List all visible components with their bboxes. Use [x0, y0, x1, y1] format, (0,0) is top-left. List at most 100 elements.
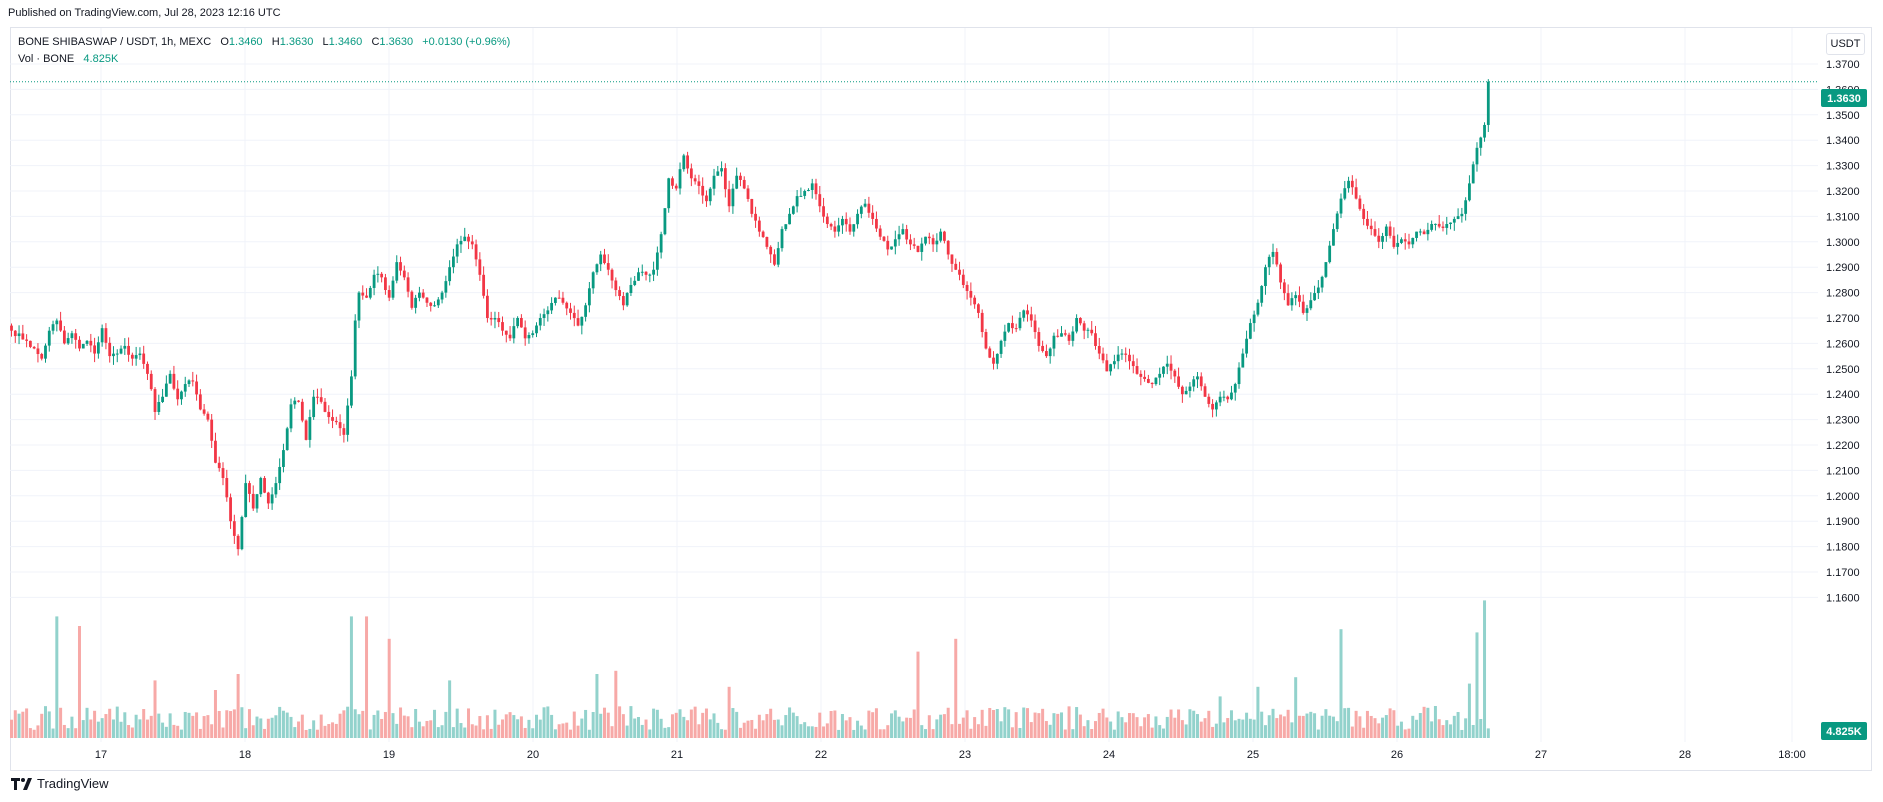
volume-bar	[965, 710, 969, 738]
volume-bar	[206, 715, 210, 738]
candle-body	[1354, 187, 1358, 199]
volume-bar	[738, 727, 742, 738]
candle-body	[1048, 348, 1052, 357]
candle-body	[1468, 183, 1471, 201]
volume-bar	[1252, 719, 1256, 738]
volume-bar	[32, 729, 36, 738]
volume-bar	[108, 708, 112, 738]
volume-bar	[179, 729, 183, 738]
volume-bar	[1007, 709, 1011, 738]
volume-bar	[187, 712, 191, 738]
candle-body	[1207, 396, 1211, 404]
volume-bar	[803, 722, 807, 738]
volume-bar	[840, 714, 844, 738]
volume-bar	[924, 729, 928, 738]
volume-bar	[1403, 729, 1407, 738]
volume-bar	[372, 714, 376, 738]
volume-bar	[697, 724, 701, 738]
candle-body	[1192, 379, 1196, 387]
candle-body	[810, 183, 814, 190]
volume-bar	[149, 715, 153, 738]
volume-bar	[508, 712, 512, 738]
tradingview-logo[interactable]: TradingView	[11, 776, 109, 791]
candle-body	[1373, 229, 1377, 236]
volume-bar	[1347, 707, 1351, 738]
candle-body	[1422, 231, 1426, 235]
candle-body	[89, 340, 93, 346]
volume-bar	[1354, 710, 1358, 738]
volume-bar	[727, 686, 731, 738]
volume-bar	[818, 712, 822, 738]
candle-body	[1014, 328, 1018, 330]
candle-body	[240, 517, 244, 550]
time-tick-label: 25	[1247, 749, 1259, 761]
volume-bar	[429, 720, 433, 738]
candle-body	[217, 462, 221, 469]
volume-bar	[1180, 720, 1184, 738]
volume-bar	[1226, 718, 1230, 738]
volume-bar	[512, 715, 516, 738]
candle-body	[542, 314, 546, 318]
volume-bar	[1060, 712, 1064, 738]
candle-body	[81, 343, 85, 349]
volume-bar	[425, 720, 429, 738]
candle-body	[1184, 390, 1188, 395]
low-value: 1.3460	[328, 36, 363, 48]
open-label: O	[220, 36, 229, 48]
candle-body	[1101, 353, 1105, 361]
time-tick-label: 24	[1103, 749, 1115, 761]
candle-body	[984, 332, 988, 349]
volume-bar	[463, 727, 467, 738]
candle-body	[225, 478, 229, 498]
volume-bar	[1131, 713, 1135, 738]
candle-body	[1411, 237, 1415, 245]
volume-bar	[1305, 713, 1309, 738]
volume-bar	[1237, 718, 1241, 738]
volume-bar	[871, 712, 875, 738]
candle-body	[172, 373, 176, 389]
candle-body	[1135, 366, 1139, 374]
volume-bar	[976, 724, 980, 738]
volume-label[interactable]: Vol · BONE	[18, 53, 75, 65]
currency-button[interactable]: USDT	[1826, 33, 1865, 55]
candle-body	[1369, 225, 1373, 230]
time-tick-label: 26	[1391, 749, 1403, 761]
volume-bar	[602, 707, 606, 738]
volume-bar	[1392, 710, 1396, 738]
volume-value: 4.825K	[83, 53, 119, 65]
candle-body	[119, 348, 123, 354]
candle-body	[25, 339, 29, 341]
volume-bar	[1248, 718, 1252, 738]
candle-body	[429, 302, 433, 306]
candle-body	[644, 271, 648, 275]
candle-body	[1381, 236, 1384, 242]
candle-body	[890, 246, 893, 250]
volume-bar	[1211, 726, 1215, 738]
volume-bar	[323, 725, 327, 738]
volume-bar	[1018, 727, 1022, 738]
volume-bar	[1324, 709, 1328, 738]
volume-bar	[731, 708, 735, 738]
symbol-title[interactable]: BONE SHIBASWAP / USDT, 1h, MEXC	[18, 36, 212, 48]
candle-body	[961, 274, 965, 285]
volume-bar	[331, 722, 335, 738]
candle-body	[584, 305, 588, 317]
volume-bar	[780, 725, 784, 738]
volume-bar	[946, 707, 950, 738]
volume-bar	[293, 727, 297, 738]
volume-bar	[134, 714, 138, 738]
volume-bar	[183, 711, 187, 738]
candle-body	[1252, 314, 1256, 324]
volume-bar	[1161, 728, 1165, 738]
volume-bar	[584, 709, 588, 738]
volume-bar	[912, 709, 916, 738]
candle-body	[289, 404, 293, 429]
volume-bar	[353, 709, 357, 738]
volume-bar	[229, 711, 233, 738]
candle-body	[448, 267, 452, 282]
volume-bar	[1127, 713, 1131, 738]
candle-body	[723, 168, 727, 190]
candle-body	[901, 229, 905, 235]
candle-body	[1294, 295, 1298, 299]
